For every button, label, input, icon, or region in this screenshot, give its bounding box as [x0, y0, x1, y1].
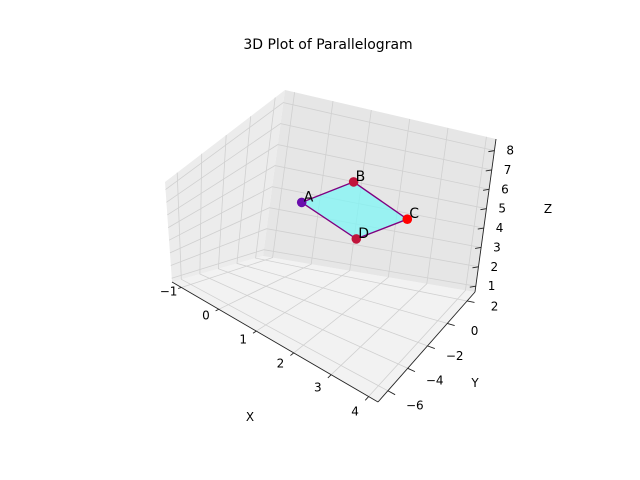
y-tick-label: 0 [471, 324, 479, 338]
grid-line-z [167, 165, 487, 228]
z-tick-label: 7 [504, 163, 512, 177]
z-axis-line [474, 138, 497, 293]
z-tick-label: 6 [501, 182, 509, 196]
y-tick-label: −6 [406, 398, 424, 412]
z-tick-label: 1 [488, 279, 496, 293]
x-tick-label: 4 [351, 404, 359, 418]
point-label-a: A [304, 189, 314, 205]
axes-panes [165, 90, 496, 402]
y-tick-label: −4 [426, 374, 444, 388]
grid-line-z [166, 123, 492, 203]
data-points: A B C D [296, 169, 419, 244]
grid-line-x [218, 101, 334, 310]
grid-lines [165, 92, 495, 397]
y-tick-label: 2 [491, 300, 499, 314]
grid-line-x [293, 118, 411, 354]
point-label-d: D [358, 226, 369, 242]
grid-line-z [168, 186, 484, 241]
z-tick-mark [485, 169, 492, 172]
y-tick-mark [447, 322, 455, 326]
z-tick-label: 4 [496, 221, 504, 235]
y-ticks: −6−4−2 02 [387, 300, 499, 412]
x-tick-mark [178, 287, 182, 289]
x-tick-mark [215, 308, 220, 312]
x-axis-line [171, 281, 379, 403]
x-tick-label: 1 [239, 333, 247, 347]
grid-line-y [217, 135, 428, 347]
grid-line-y [236, 116, 448, 324]
y-axis-line [377, 291, 476, 403]
pane-back-left [165, 90, 285, 282]
y-tick-mark [387, 390, 396, 396]
grid-line-x [181, 92, 295, 288]
z-tick-mark [472, 266, 479, 269]
y-tick-mark [466, 300, 475, 303]
y-tick-label: −2 [446, 349, 464, 363]
grid-line-z [171, 249, 476, 287]
x-axis-label: X [246, 410, 254, 424]
grid-line-y [255, 97, 468, 302]
grid-line-z [169, 207, 482, 254]
x-tick-mark [290, 352, 295, 356]
z-tick-mark [480, 208, 487, 211]
z-tick-mark [483, 188, 490, 191]
x-tick-mark [364, 396, 369, 401]
grid-line-x [330, 127, 449, 375]
point-b [348, 177, 359, 187]
z-tick-label: 8 [506, 144, 514, 158]
grid-line-z [170, 228, 479, 268]
z-tick-mark [475, 247, 482, 249]
y-axis-label: Y [470, 376, 479, 390]
grid-line-x [256, 109, 372, 332]
z-axis-label: Z [544, 202, 552, 216]
axis-lines [171, 138, 497, 403]
point-d [351, 234, 362, 244]
grid-line-z [165, 102, 495, 190]
x-tick-mark [252, 330, 257, 334]
chart-title: 3D Plot of Parallelogram [243, 37, 412, 53]
point-a [296, 197, 307, 208]
pane-back-right [263, 90, 496, 292]
point-label-c: C [409, 206, 419, 222]
z-ticks: 1 2 3 4 5 6 7 8 [469, 144, 514, 293]
y-tick-mark [427, 345, 435, 349]
grid-line-x [368, 136, 487, 397]
grid-line-z [167, 144, 490, 216]
x-tick-mark [327, 374, 332, 379]
z-tick-mark [488, 150, 495, 153]
y-tick-mark [407, 367, 416, 373]
x-tick-label: 2 [277, 357, 285, 371]
x-tick-label: 3 [314, 381, 322, 395]
z-tick-label: 2 [491, 260, 499, 274]
z-tick-label: 5 [498, 202, 506, 216]
point-c [402, 214, 413, 224]
z-tick-mark [469, 285, 476, 288]
z-tick-label: 3 [493, 241, 501, 255]
point-label-b: B [356, 169, 366, 185]
x-ticks: −1 0 1 2 3 4 [160, 285, 369, 418]
z-tick-mark [477, 227, 484, 230]
x-tick-label: 0 [202, 309, 210, 323]
x-tick-label: −1 [160, 285, 178, 299]
